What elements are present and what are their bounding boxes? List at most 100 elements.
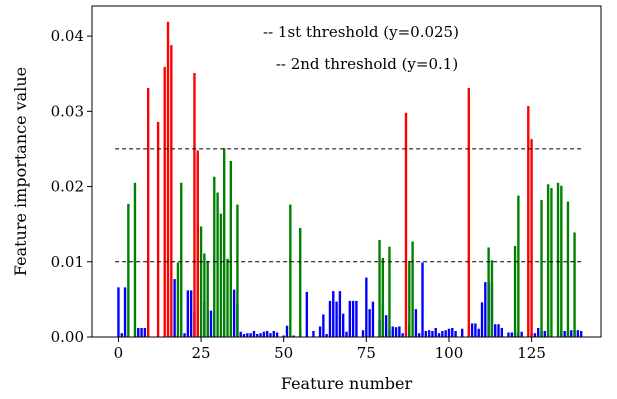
bar-low-feature-140 [579, 330, 583, 337]
bar-mid-feature-26 [203, 253, 206, 337]
bar-mid-feature-31 [219, 213, 223, 337]
bar-low-feature-94 [427, 330, 431, 337]
bar-mid-feature-138 [573, 232, 576, 337]
bar-high-feature-12 [156, 121, 160, 337]
bar-mid-feature-52 [289, 204, 292, 337]
bar-mid-feature-3 [127, 203, 130, 337]
bar-low-feature-104 [460, 328, 464, 337]
legend-second-threshold: -- 2nd threshold (y=0.1) [276, 55, 458, 73]
bar-low-feature-119 [510, 332, 513, 337]
bar-low-feature-99 [444, 330, 447, 337]
bar-mid-feature-82 [388, 246, 391, 337]
bar-low-feature-28 [209, 310, 213, 337]
bar-mid-feature-19 [180, 182, 183, 337]
legend-first-threshold: -- 1st threshold (y=0.025) [263, 23, 459, 41]
bar-high-feature-15 [166, 21, 170, 337]
y-tick-label: 0.01 [51, 253, 84, 271]
bar-low-feature-84 [394, 327, 398, 337]
bar-low-feature-111 [484, 282, 487, 337]
bar-low-feature-7 [140, 327, 143, 337]
bar-low-feature-17 [173, 279, 176, 337]
bar-low-feature-8 [143, 327, 147, 337]
bar-low-feature-61 [318, 326, 322, 337]
bar-low-feature-96 [434, 327, 437, 337]
threshold-lines-layer [115, 148, 582, 263]
bar-low-feature-97 [437, 333, 441, 337]
bar-mid-feature-128 [540, 200, 543, 337]
bar-mid-feature-88 [408, 261, 411, 337]
bar-mid-feature-25 [199, 226, 203, 337]
bar-mid-feature-113 [490, 260, 494, 337]
bar-low-feature-45 [265, 330, 269, 337]
bar-low-feature-93 [424, 330, 428, 337]
bar-high-feature-87 [404, 112, 408, 337]
bar-mid-feature-55 [299, 227, 302, 337]
x-tick-label: 0 [114, 344, 124, 362]
bar-low-feature-46 [269, 333, 272, 337]
bar-low-feature-83 [391, 326, 394, 337]
bar-mid-feature-131 [550, 188, 553, 337]
bar-mid-feature-80 [381, 258, 385, 337]
bar-mid-feature-34 [229, 160, 233, 337]
bar-low-feature-63 [325, 333, 328, 337]
bar-low-feature-76 [368, 309, 371, 337]
bar-high-feature-124 [527, 106, 530, 337]
bar-low-feature-48 [275, 332, 279, 337]
bar-low-feature-86 [401, 333, 404, 337]
bar-mid-feature-134 [560, 185, 563, 337]
bar-mid-feature-130 [546, 184, 550, 337]
bar-low-feature-85 [398, 326, 401, 337]
bar-low-feature-1 [120, 333, 123, 337]
bar-mid-feature-79 [378, 239, 381, 337]
bars-layer [117, 21, 583, 338]
bar-mid-feature-120 [513, 245, 517, 337]
x-tick-label: 50 [274, 344, 293, 362]
plot-frame [91, 5, 602, 338]
x-tick-label: 125 [517, 344, 546, 362]
bar-low-feature-114 [494, 324, 497, 337]
bar-low-feature-98 [441, 330, 444, 337]
bar-low-feature-64 [328, 300, 332, 337]
bar-low-feature-74 [361, 330, 365, 337]
bar-high-feature-24 [196, 150, 199, 337]
bar-high-feature-9 [146, 87, 150, 337]
bar-low-feature-90 [414, 309, 418, 337]
bar-mid-feature-29 [213, 176, 216, 337]
bar-low-feature-75 [365, 277, 368, 337]
bar-low-feature-71 [351, 300, 355, 337]
bar-low-feature-62 [322, 314, 325, 337]
bar-low-feature-50 [282, 335, 285, 337]
bar-low-feature-77 [371, 301, 375, 337]
bar-low-feature-39 [246, 333, 249, 337]
y-tick-label: 0.03 [51, 102, 84, 120]
y-axis-label: Feature importance value [11, 67, 30, 276]
bar-low-feature-107 [470, 323, 474, 337]
x-axis-label: Feature number [281, 374, 413, 393]
bar-low-feature-38 [242, 333, 246, 337]
bar-low-feature-68 [342, 313, 345, 337]
bar-low-feature-69 [345, 331, 348, 337]
bar-low-feature-122 [520, 331, 523, 337]
bar-low-feature-118 [507, 332, 510, 337]
bar-low-feature-137 [570, 330, 573, 337]
bar-mid-feature-27 [206, 261, 209, 337]
bar-low-feature-92 [421, 262, 424, 337]
bar-low-feature-65 [332, 291, 335, 337]
x-tick-label: 25 [192, 344, 211, 362]
bar-low-feature-100 [447, 328, 451, 337]
bar-mid-feature-133 [556, 182, 560, 337]
bar-low-feature-108 [474, 323, 477, 337]
bar-low-feature-51 [285, 325, 289, 337]
bar-low-feature-135 [563, 330, 566, 337]
bar-mid-feature-33 [226, 258, 229, 337]
bar-low-feature-102 [454, 330, 457, 337]
bar-low-feature-95 [431, 330, 434, 337]
bar-mid-feature-121 [517, 195, 520, 337]
x-tick-label: 75 [357, 344, 376, 362]
bar-mid-feature-36 [236, 204, 239, 337]
bar-low-feature-43 [259, 333, 262, 337]
bar-mid-feature-89 [411, 241, 414, 337]
bar-low-feature-22 [189, 290, 193, 337]
bar-low-feature-41 [252, 330, 256, 337]
